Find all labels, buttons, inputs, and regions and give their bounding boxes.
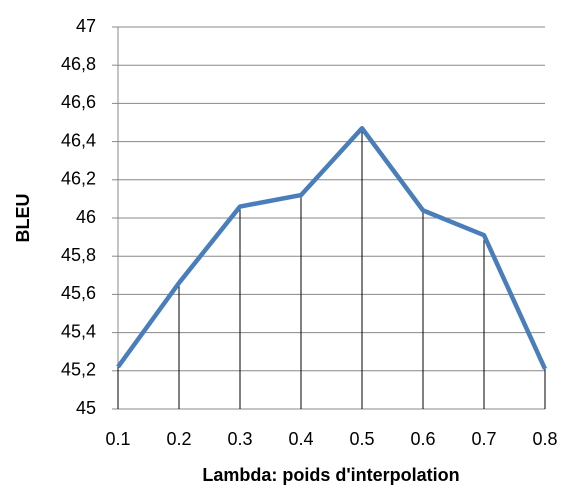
- x-tick-label: 0.2: [166, 429, 191, 449]
- y-tick-label: 46,2: [61, 169, 96, 189]
- x-tick-label: 0.3: [227, 429, 252, 449]
- x-tick-label: 0.7: [471, 429, 496, 449]
- x-tick-label: 0.1: [105, 429, 130, 449]
- data-line: [116, 125, 548, 370]
- y-tick-label: 46: [76, 207, 96, 227]
- y-tick-label: 45,4: [61, 321, 96, 341]
- y-tick-label: 45,6: [61, 283, 96, 303]
- x-tick-label: 0.4: [288, 429, 313, 449]
- x-tick-label: 0.8: [532, 429, 557, 449]
- y-tick-label: 46,6: [61, 92, 96, 112]
- y-axis-label: BLEU: [13, 194, 33, 243]
- x-tick-label: 0.5: [349, 429, 374, 449]
- y-tick-label: 46,8: [61, 54, 96, 74]
- y-tick-label: 45,8: [61, 245, 96, 265]
- y-tick-label: 47: [76, 16, 96, 36]
- y-tick-label: 45,2: [61, 360, 96, 380]
- y-tick-label: 46,4: [61, 130, 96, 150]
- x-tick-label: 0.6: [410, 429, 435, 449]
- y-tick-label: 45: [76, 398, 96, 418]
- x-axis-label: Lambda: poids d'interpolation: [202, 465, 459, 485]
